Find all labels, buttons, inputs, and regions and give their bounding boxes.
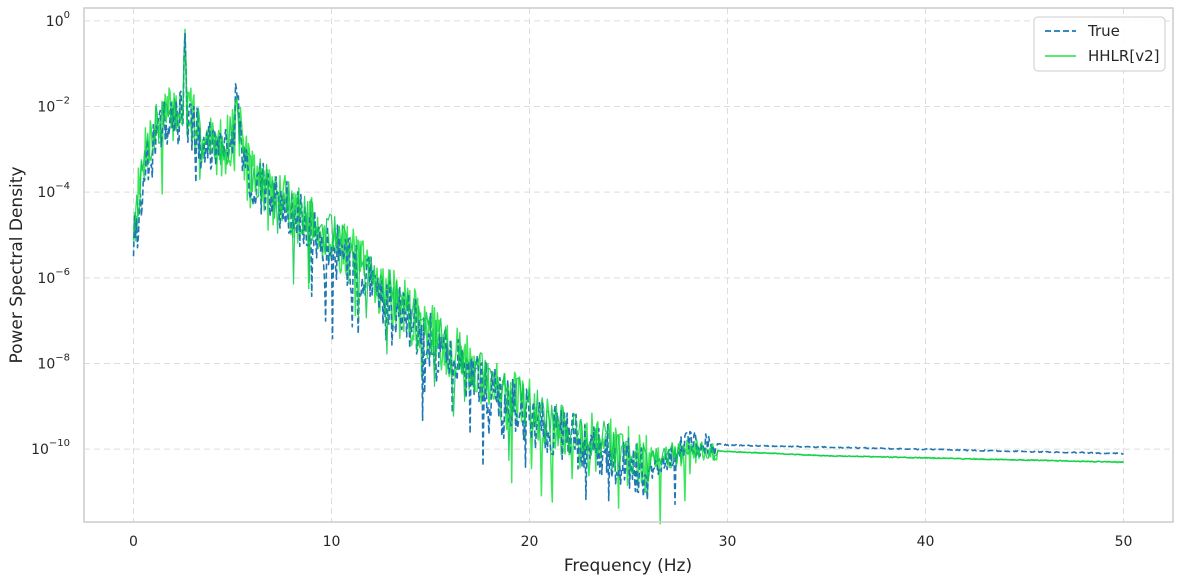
x-axis-title: Frequency (Hz) xyxy=(564,556,692,576)
y-tick-label-5: 10−10 xyxy=(31,438,70,458)
y-tick-labels: 100 10−2 10−4 10−6 10−8 10−10 xyxy=(31,10,70,458)
y-tick-label-4: 10−8 xyxy=(37,353,70,373)
x-tick-label-3: 30 xyxy=(719,534,737,550)
plot-frame xyxy=(83,7,1174,523)
y-tick-label-2: 10−4 xyxy=(37,181,70,201)
series-lines xyxy=(132,28,1124,525)
series-line-hhlr-overlay xyxy=(132,56,1124,482)
y-tick-label-1: 10−2 xyxy=(37,96,70,116)
x-tick-label-5: 50 xyxy=(1115,534,1133,550)
x-tick-label-0: 0 xyxy=(129,534,138,550)
y-axis-title: Power Spectral Density xyxy=(7,166,27,363)
legend-hhlr-label: HHLR[v2] xyxy=(1088,47,1159,65)
x-tick-label-4: 40 xyxy=(917,534,935,550)
legend: True HHLR[v2] xyxy=(1033,16,1166,72)
x-tick-label-2: 20 xyxy=(521,534,539,550)
x-tick-label-1: 10 xyxy=(323,534,341,550)
x-tick-labels: 0 10 20 30 40 50 xyxy=(129,534,1132,550)
y-tick-label-3: 10−6 xyxy=(37,267,70,287)
grid-lines xyxy=(84,8,1173,522)
legend-true-label: True xyxy=(1087,22,1120,40)
y-tick-label-0: 100 xyxy=(46,10,70,30)
